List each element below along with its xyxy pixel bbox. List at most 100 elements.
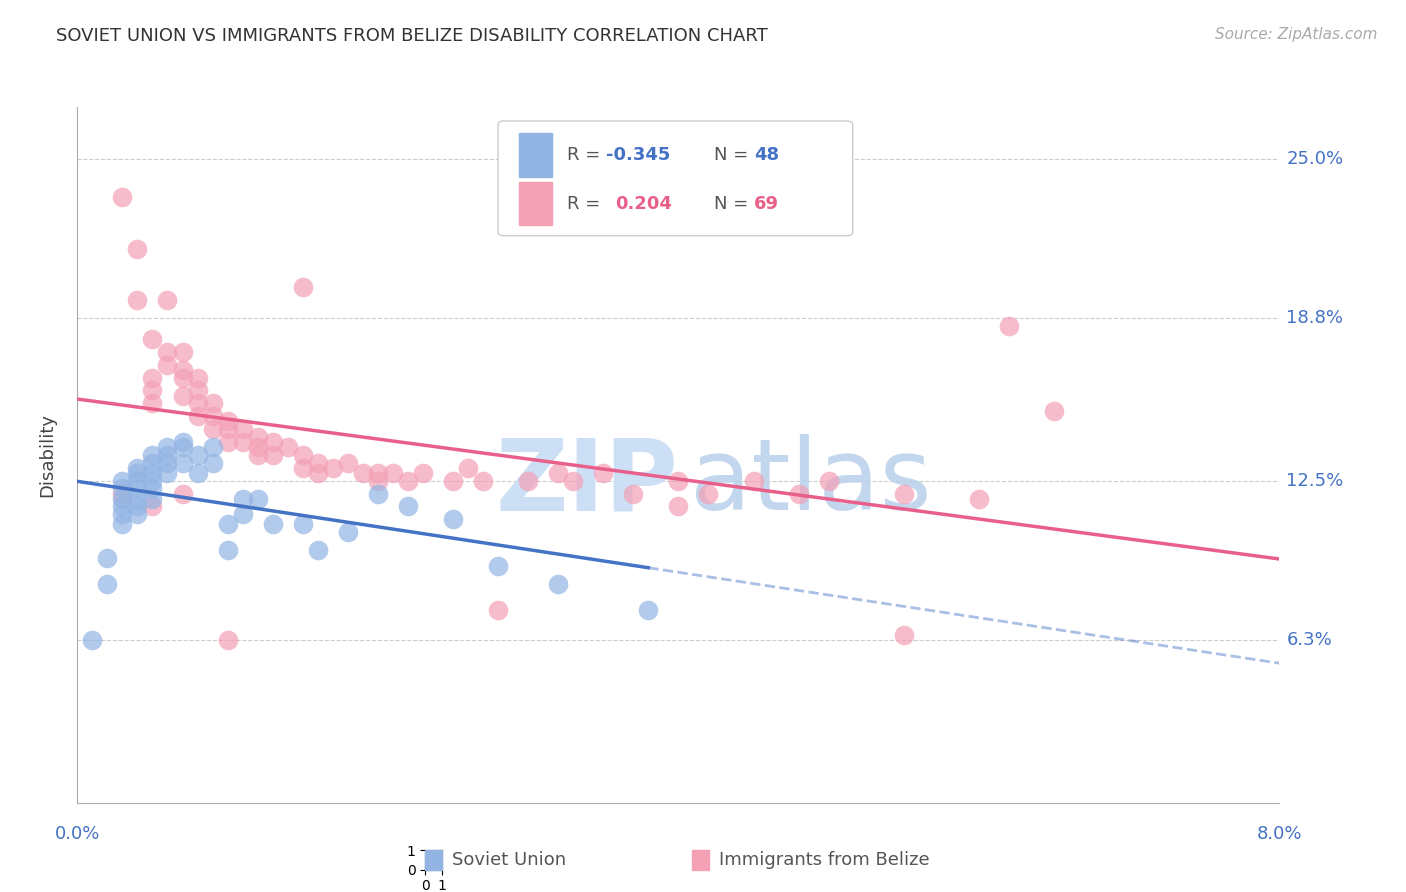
Point — [201, 440, 224, 454]
Point — [156, 344, 179, 359]
Point — [787, 486, 810, 500]
Point — [262, 448, 284, 462]
Point — [307, 456, 329, 470]
Point — [547, 466, 569, 480]
Text: R =: R = — [567, 146, 606, 164]
Point — [262, 517, 284, 532]
Point — [486, 602, 509, 616]
Point — [141, 384, 163, 398]
Point — [127, 466, 149, 480]
Point — [336, 456, 359, 470]
Text: N =: N = — [714, 194, 755, 213]
Point — [232, 491, 254, 506]
Point — [277, 440, 299, 454]
Point — [817, 474, 839, 488]
Point — [232, 435, 254, 450]
Point — [156, 448, 179, 462]
Point — [291, 448, 314, 462]
Point — [156, 358, 179, 372]
Point — [742, 474, 765, 488]
Point — [1043, 404, 1066, 418]
FancyBboxPatch shape — [498, 121, 852, 235]
Point — [156, 466, 179, 480]
Point — [441, 512, 464, 526]
Point — [217, 422, 239, 436]
Point — [232, 422, 254, 436]
Point — [127, 507, 149, 521]
Point — [111, 474, 134, 488]
Bar — [519, 134, 553, 177]
Point — [291, 280, 314, 294]
Point — [141, 396, 163, 410]
Text: 18.8%: 18.8% — [1286, 310, 1344, 327]
Point — [82, 633, 104, 648]
Point — [186, 448, 209, 462]
Point — [172, 370, 194, 384]
Point — [111, 507, 134, 521]
Point — [141, 332, 163, 346]
Point — [668, 474, 690, 488]
Point — [127, 500, 149, 514]
Point — [246, 448, 269, 462]
Point — [111, 500, 134, 514]
Point — [201, 422, 224, 436]
Point — [217, 517, 239, 532]
Point — [217, 633, 239, 648]
Point — [517, 474, 540, 488]
Point — [127, 242, 149, 256]
Point — [246, 440, 269, 454]
Text: 8.0%: 8.0% — [1257, 825, 1302, 843]
Point — [367, 466, 389, 480]
Point — [156, 293, 179, 308]
Point — [367, 474, 389, 488]
Point — [186, 466, 209, 480]
Point — [998, 319, 1021, 334]
Point — [307, 543, 329, 558]
Text: 0.0%: 0.0% — [55, 825, 100, 843]
Text: 48: 48 — [754, 146, 779, 164]
Text: SOVIET UNION VS IMMIGRANTS FROM BELIZE DISABILITY CORRELATION CHART: SOVIET UNION VS IMMIGRANTS FROM BELIZE D… — [56, 27, 768, 45]
Text: ZIP: ZIP — [495, 434, 679, 532]
Point — [172, 440, 194, 454]
Point — [396, 474, 419, 488]
Point — [111, 491, 134, 506]
Point — [246, 491, 269, 506]
Point — [172, 456, 194, 470]
Point — [172, 344, 194, 359]
Point — [322, 460, 344, 475]
Y-axis label: Disability: Disability — [38, 413, 56, 497]
Text: Source: ZipAtlas.com: Source: ZipAtlas.com — [1215, 27, 1378, 42]
Point — [156, 456, 179, 470]
Point — [141, 370, 163, 384]
Point — [412, 466, 434, 480]
Point — [186, 396, 209, 410]
Point — [637, 602, 659, 616]
Text: -0.345: -0.345 — [606, 146, 671, 164]
Point — [111, 482, 134, 496]
Point — [111, 486, 134, 500]
Text: 6.3%: 6.3% — [1286, 632, 1333, 649]
Point — [127, 491, 149, 506]
Point — [156, 440, 179, 454]
Text: N =: N = — [714, 146, 755, 164]
Point — [562, 474, 585, 488]
Point — [141, 456, 163, 470]
Point — [186, 370, 209, 384]
Point — [246, 430, 269, 444]
Bar — [519, 182, 553, 226]
Point — [486, 558, 509, 573]
Point — [367, 486, 389, 500]
Point — [893, 628, 915, 642]
Point — [352, 466, 374, 480]
Point — [141, 448, 163, 462]
Point — [697, 486, 720, 500]
Text: Immigrants from Belize: Immigrants from Belize — [720, 851, 929, 869]
Point — [127, 460, 149, 475]
Point — [291, 517, 314, 532]
Point — [336, 525, 359, 540]
Point — [472, 474, 495, 488]
Point — [201, 396, 224, 410]
Point — [396, 500, 419, 514]
Point — [111, 517, 134, 532]
Point — [172, 486, 194, 500]
